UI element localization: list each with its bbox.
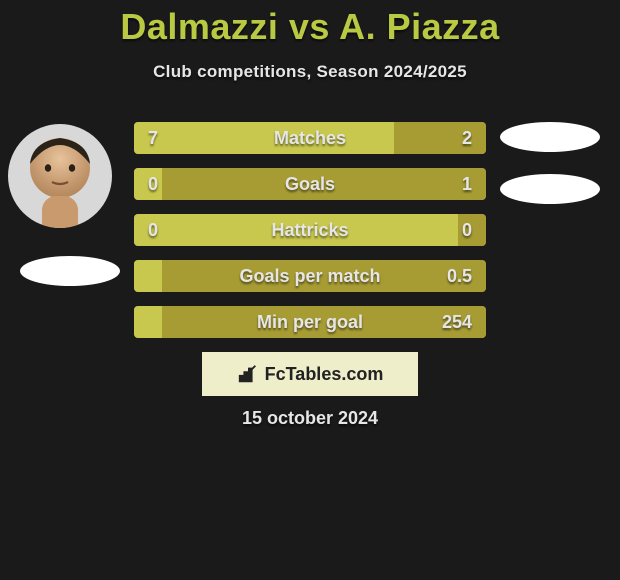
- stat-label: Min per goal: [134, 306, 486, 338]
- player-right-avatar-placeholder: [500, 122, 600, 152]
- comparison-infographic: Dalmazzi vs A. Piazza Club competitions,…: [0, 0, 620, 580]
- source-logo: FcTables.com: [202, 352, 418, 396]
- stat-label: Hattricks: [134, 214, 486, 246]
- stat-row: 00Hattricks: [134, 214, 486, 246]
- date-label: 15 october 2024: [0, 408, 620, 429]
- page-title: Dalmazzi vs A. Piazza: [0, 0, 620, 48]
- stat-label: Matches: [134, 122, 486, 154]
- stat-label: Goals: [134, 168, 486, 200]
- stat-row: 01Goals: [134, 168, 486, 200]
- chart-icon: [237, 363, 259, 385]
- player-left-flag: [20, 256, 120, 286]
- player-left-avatar: [8, 124, 112, 228]
- stat-bars: 72Matches 01Goals 00Hattricks 0.5Goals per …: [134, 122, 486, 352]
- subtitle: Club competitions, Season 2024/2025: [0, 62, 620, 82]
- stat-label: Goals per match: [134, 260, 486, 292]
- source-logo-text: FcTables.com: [265, 364, 384, 385]
- player-right-flag: [500, 174, 600, 204]
- stat-row: 0.5Goals per match: [134, 260, 486, 292]
- stat-row: 72Matches: [134, 122, 486, 154]
- stat-row: 254Min per goal: [134, 306, 486, 338]
